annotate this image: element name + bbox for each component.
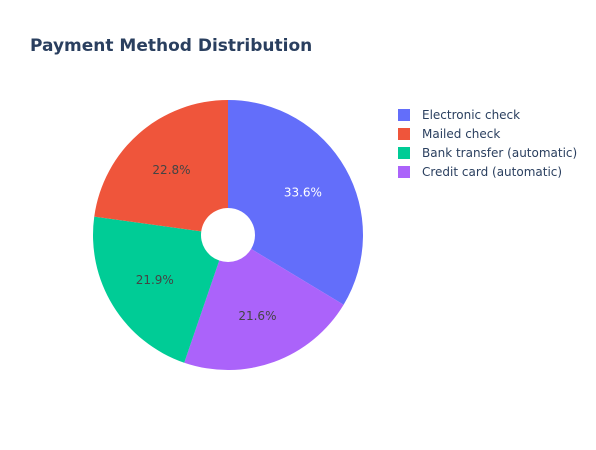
slice-credit-card-automatic[interactable] <box>184 248 344 370</box>
pie-slices <box>92 100 363 370</box>
legend-label: Credit card (automatic) <box>422 165 562 179</box>
slice-mailed-check[interactable] <box>94 100 228 232</box>
pie-slice-labels: 33.6% 21.6% 21.9% 22.8% <box>136 163 322 323</box>
legend-item-bank-transfer-automatic[interactable]: Bank transfer (automatic) <box>398 146 577 160</box>
legend-item-mailed-check[interactable]: Mailed check <box>398 127 500 141</box>
legend-item-electronic-check[interactable]: Electronic check <box>398 108 520 122</box>
legend: Electronic check Mailed check Bank transfe… <box>398 108 577 179</box>
slice-label-electronic-check: 33.6% <box>284 186 322 200</box>
legend-label: Electronic check <box>422 108 520 122</box>
slice-label-mailed-check: 22.8% <box>152 163 190 177</box>
chart-title: Payment Method Distribution <box>30 36 312 56</box>
slice-label-credit-card-automatic: 21.6% <box>238 309 276 323</box>
legend-swatch <box>398 109 410 121</box>
legend-swatch <box>398 128 410 140</box>
legend-swatch <box>398 147 410 159</box>
slice-electronic-check[interactable] <box>228 100 363 305</box>
legend-swatch <box>398 166 410 178</box>
legend-label: Bank transfer (automatic) <box>422 146 577 160</box>
slice-bank-transfer-automatic[interactable] <box>92 216 220 363</box>
slice-label-bank-transfer-automatic: 21.9% <box>136 273 174 287</box>
legend-item-credit-card-automatic[interactable]: Credit card (automatic) <box>398 165 562 179</box>
legend-label: Mailed check <box>422 127 500 141</box>
